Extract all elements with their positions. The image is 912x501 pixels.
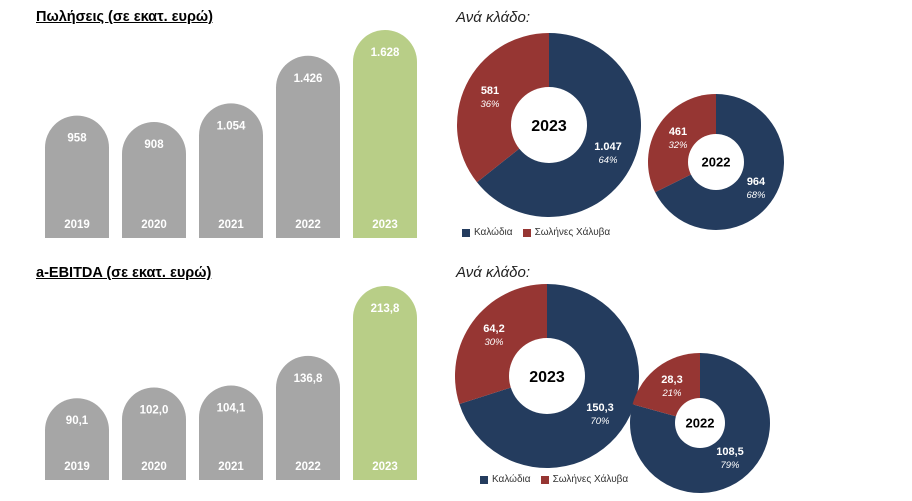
sales-value-label-2019: 958 (67, 133, 87, 145)
ebitda-category-label-2020: 2020 (141, 461, 167, 473)
ebitda-value-label-2020: 102,0 (140, 404, 169, 416)
legend-label-cables: Καλώδια (474, 227, 513, 238)
legend-swatch-steel-pipes (540, 475, 549, 484)
ebitda-2022-donut-donut-hole (675, 398, 725, 448)
legend-label-steel-pipes: Σωλήνες Χάλυβα (552, 474, 629, 485)
ebitda-category-label-2022: 2022 (295, 461, 321, 473)
ebitda-2023-donut-value-label-steel-pipes: 64,2 (483, 323, 504, 335)
sales-value-label-2023: 1.628 (371, 47, 400, 59)
sales-value-label-2020: 908 (144, 139, 164, 151)
ebitda-2023-donut-percent-label-steel-pipes: 30% (484, 337, 504, 348)
sales-bar-2020 (122, 121, 186, 238)
ebitda-value-label-2019: 90,1 (66, 415, 89, 427)
sales-2023-donut-center-label: 2023 (531, 118, 567, 135)
ebitda-bar-2020 (122, 387, 186, 480)
ebitda-value-label-2021: 104,1 (217, 403, 246, 415)
legend-swatch-cables (480, 475, 488, 484)
ebitda-bar-2023 (353, 286, 417, 480)
ebitda-bar-2019 (45, 398, 109, 480)
ebitda-2023-donut-center-label: 2023 (529, 369, 565, 386)
sales-2022-donut-value-label-cables: 964 (747, 176, 766, 188)
legend-swatch-cables (462, 228, 470, 237)
legend-swatch-steel-pipes (522, 228, 531, 237)
legend-label-cables: Καλώδια (492, 474, 531, 485)
legend-label-steel-pipes: Σωλήνες Χάλυβα (534, 227, 611, 238)
ebitda-2023-donut-percent-label-cables: 70% (590, 416, 610, 427)
ebitda-bar-2021 (199, 385, 263, 480)
ebitda-2023-donut-donut-hole (509, 338, 585, 414)
ebitda-bar-2022 (276, 355, 340, 480)
sales-bar-2023 (353, 30, 417, 238)
sales-2022-donut-value-label-steel-pipes: 461 (669, 126, 687, 138)
sales-legend: Καλώδια Σωλήνες Χάλυβα (462, 227, 610, 238)
sales-2023-donut-value-label-cables: 1.047 (594, 141, 622, 153)
sales-bar-2022 (276, 55, 340, 239)
sales-category-label-2021: 2021 (218, 219, 244, 231)
ebitda-value-label-2023: 213,8 (371, 303, 400, 315)
ebitda-2022-donut-percent-label-cables: 79% (720, 460, 740, 471)
ebitda-category-label-2021: 2021 (218, 461, 244, 473)
sales-2022-donut-donut-hole (688, 134, 744, 190)
sales-2022-donut-center-label: 2022 (702, 155, 731, 170)
ebitda-chart-title: a-EBITDA (σε εκατ. ευρώ) (36, 265, 212, 281)
ebitda-2022-donut-center-label: 2022 (686, 416, 715, 431)
sales-2022-donut-percent-label-cables: 68% (746, 190, 766, 201)
sales-chart-title: Πωλήσεις (σε εκατ. ευρώ) (36, 9, 213, 25)
ebitda-2023-donut-value-label-cables: 150,3 (586, 402, 614, 414)
ebitda-breakdown-subtitle: Ανά κλάδο: (456, 264, 531, 281)
ebitda-2022-donut-value-label-cables: 108,5 (716, 446, 744, 458)
sales-category-label-2023: 2023 (372, 219, 398, 231)
sales-value-label-2022: 1.426 (294, 73, 323, 85)
sales-2022-donut-percent-label-steel-pipes: 32% (668, 140, 688, 151)
sales-value-label-2021: 1.054 (217, 120, 246, 132)
ebitda-legend: Καλώδια Σωλήνες Χάλυβα (480, 474, 628, 485)
ebitda-category-label-2019: 2019 (64, 461, 90, 473)
sales-category-label-2019: 2019 (64, 219, 90, 231)
sales-2023-donut-percent-label-steel-pipes: 36% (480, 99, 500, 110)
sales-2023-donut-donut-hole (511, 87, 587, 163)
sales-2023-donut-value-label-steel-pipes: 581 (481, 85, 499, 97)
ebitda-value-label-2022: 136,8 (294, 373, 323, 385)
ebitda-category-label-2023: 2023 (372, 461, 398, 473)
sales-category-label-2022: 2022 (295, 219, 321, 231)
sales-breakdown-subtitle: Ανά κλάδο: (456, 9, 531, 26)
sales-bar-2021 (199, 103, 263, 238)
sales-2023-donut-slice-steel-pipes (457, 33, 549, 183)
sales-bar-2019 (45, 115, 109, 238)
ebitda-2022-donut-percent-label-steel-pipes: 21% (661, 388, 682, 399)
sales-category-label-2020: 2020 (141, 219, 167, 231)
sales-2023-donut-percent-label-cables: 64% (598, 155, 618, 166)
ebitda-2022-donut-value-label-steel-pipes: 28,3 (661, 374, 682, 386)
